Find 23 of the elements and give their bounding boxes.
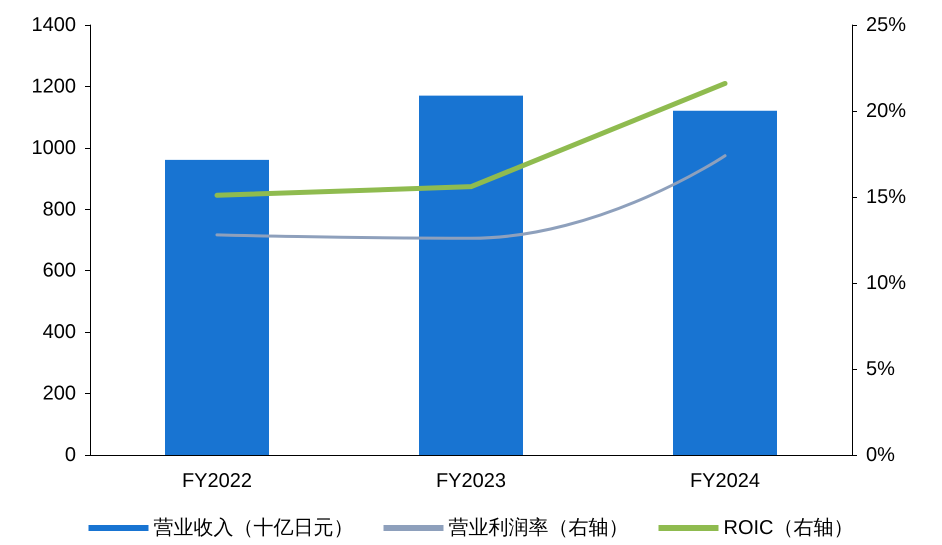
y2-tick-label: 25% — [866, 14, 906, 36]
y2-tick-label: 5% — [866, 358, 896, 380]
bar — [419, 96, 523, 455]
bar — [673, 110, 777, 455]
x-tick-label: FY2024 — [690, 470, 760, 492]
legend-label: 营业收入（十亿日元） — [154, 517, 354, 539]
legend-label: 营业利润率（右轴） — [448, 517, 628, 539]
y-tick-label: 200 — [42, 382, 76, 405]
legend-label: ROIC（右轴） — [724, 517, 854, 539]
bar — [165, 160, 269, 455]
y-tick-label: 800 — [42, 198, 76, 220]
y-tick-label: 0 — [64, 444, 76, 466]
y2-tick-label: 0% — [866, 444, 896, 466]
y-tick-label: 1200 — [32, 75, 76, 98]
x-tick-label: FY2022 — [182, 470, 252, 492]
y2-tick-label: 20% — [866, 100, 906, 122]
y2-tick-label: 10% — [866, 272, 906, 294]
y-tick-label: 400 — [42, 321, 76, 344]
y-tick-label: 600 — [42, 260, 76, 282]
y-tick-label: 1000 — [32, 136, 76, 159]
x-tick-label: FY2023 — [436, 470, 506, 492]
y2-tick-label: 15% — [866, 186, 906, 208]
y-tick-label: 1400 — [32, 14, 76, 36]
